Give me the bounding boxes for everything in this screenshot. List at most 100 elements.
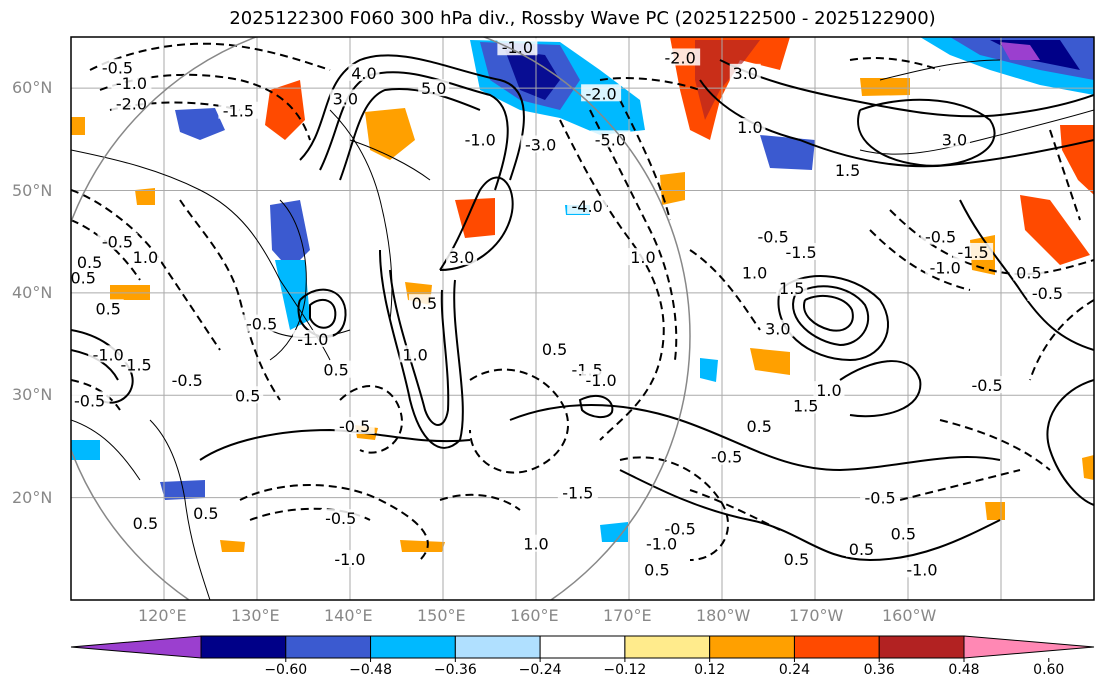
longitude-label: 170°E [603, 606, 652, 625]
contour-label-background [641, 560, 673, 578]
contour-label: -0.5 [971, 376, 1002, 395]
contour-label: 1.5 [793, 397, 818, 416]
contour-label-background [660, 48, 701, 66]
contour-label: -0.5 [325, 509, 356, 528]
contour-label-background [753, 227, 794, 245]
contour-label: 0.5 [235, 386, 260, 405]
colorbar-segment [539, 635, 626, 659]
latitude-label: 30°N [12, 385, 53, 405]
contour-label-background [920, 227, 961, 245]
contour-label-background [232, 386, 264, 404]
contour-label: 0.5 [323, 361, 348, 380]
contour-label: 5.0 [421, 79, 446, 98]
contour-label-background [627, 248, 659, 266]
contour-label: -0.5 [339, 417, 370, 436]
contour-label-background [520, 534, 552, 552]
longitude-label: 120°E [138, 606, 187, 625]
contour-label-background [539, 340, 571, 358]
colorbar-segment [200, 635, 287, 659]
contour-label-background [330, 550, 370, 568]
contour-label-background [781, 242, 822, 260]
colorbar-level-label: 0.36 [863, 662, 895, 678]
contour-label: -0.5 [74, 391, 105, 410]
longitude-label: 180°W [696, 606, 751, 625]
contour-label: 0.5 [644, 560, 669, 579]
longitude-label: 130°E [231, 606, 280, 625]
longitude-label: 140°E [324, 606, 373, 625]
contour-label: -1.0 [646, 535, 677, 554]
contour-label: -0.5 [758, 228, 789, 247]
contour-label-background [641, 534, 682, 552]
longitude-label: 150°E [417, 606, 466, 625]
colorbar-over-arrow [963, 635, 1095, 659]
contour-label-background [241, 314, 282, 332]
contour-label-background [734, 118, 766, 136]
contour-label-background [813, 381, 845, 399]
contour-label: -1.0 [93, 345, 124, 364]
contour-label-background [776, 278, 808, 296]
contour-label: -0.5 [925, 228, 956, 247]
contour-label: 1.5 [779, 279, 804, 298]
contour-label-background [129, 248, 161, 266]
contour-label: 3.0 [733, 64, 758, 83]
contour-label: -1.0 [930, 258, 961, 277]
contour-label-background [557, 483, 598, 501]
contour-label: 0.5 [542, 340, 567, 359]
contour-label-background [460, 130, 501, 148]
contour-label: -1.5 [785, 243, 816, 262]
contour-label-background [292, 329, 333, 347]
contour-label: -0.5 [864, 489, 895, 508]
contour-label: -5.0 [595, 130, 626, 149]
contour-label-background [97, 232, 138, 250]
contour-label: -1.0 [116, 74, 147, 93]
contour-label: -0.5 [1032, 284, 1063, 303]
contour-label: 1.0 [402, 345, 427, 364]
contour-label-background [832, 161, 864, 179]
contour-label: -0.5 [102, 59, 133, 78]
contour-label: -2.0 [116, 95, 147, 114]
contour-label: -0.5 [172, 371, 203, 390]
contour-label-background [925, 258, 966, 276]
contour-label: -1.0 [585, 371, 616, 390]
contour-label-background [129, 514, 161, 532]
contour-label-background [418, 79, 450, 97]
contour-label-background [706, 447, 747, 465]
contour-label-background [1013, 263, 1045, 281]
colorbar-segment [454, 635, 541, 659]
contour-label: 1.0 [816, 381, 841, 400]
contour-label-layer: -0.5-1.0-2.0 -1.54.05.03.0-1.0-2.0-2.03.0… [71, 38, 1068, 579]
contour-label-background [739, 263, 771, 281]
contour-label-background [329, 89, 361, 107]
contour-label: 1.0 [630, 248, 655, 267]
contour-label: 0.5 [77, 253, 102, 272]
contour-label-background [320, 360, 352, 378]
colorbar-level-label: −0.60 [264, 662, 308, 678]
contour-label-background [567, 196, 608, 214]
contour-label-background [334, 416, 375, 434]
contour-label-background [762, 319, 794, 337]
longitude-label: 170°W [789, 606, 844, 625]
contour-label-background [190, 503, 222, 521]
contour-label: 0.5 [95, 299, 120, 318]
contour-label-background [590, 130, 631, 148]
contour-label-background [967, 376, 1008, 394]
latitude-label: 20°N [12, 487, 53, 507]
contour-label-background [860, 488, 901, 506]
contour-label: 3.0 [765, 320, 790, 339]
contour-label: -1.0 [465, 130, 496, 149]
contour-label-background [729, 63, 761, 81]
contour-label-background [1027, 283, 1068, 301]
contour-label-background [887, 524, 919, 542]
contour-label-background [581, 84, 622, 102]
colorbar-segment [793, 635, 880, 659]
map-frame [70, 36, 1095, 601]
contour-label-background [953, 242, 994, 260]
contour-label: -0.5 [102, 233, 133, 252]
contour-label-background [218, 101, 259, 119]
contour-label: 0.5 [193, 504, 218, 523]
contour-label: -1.0 [502, 38, 533, 57]
contour-label-background [901, 560, 942, 578]
range-circle [71, 37, 691, 600]
contour-label: 3.0 [333, 89, 358, 108]
